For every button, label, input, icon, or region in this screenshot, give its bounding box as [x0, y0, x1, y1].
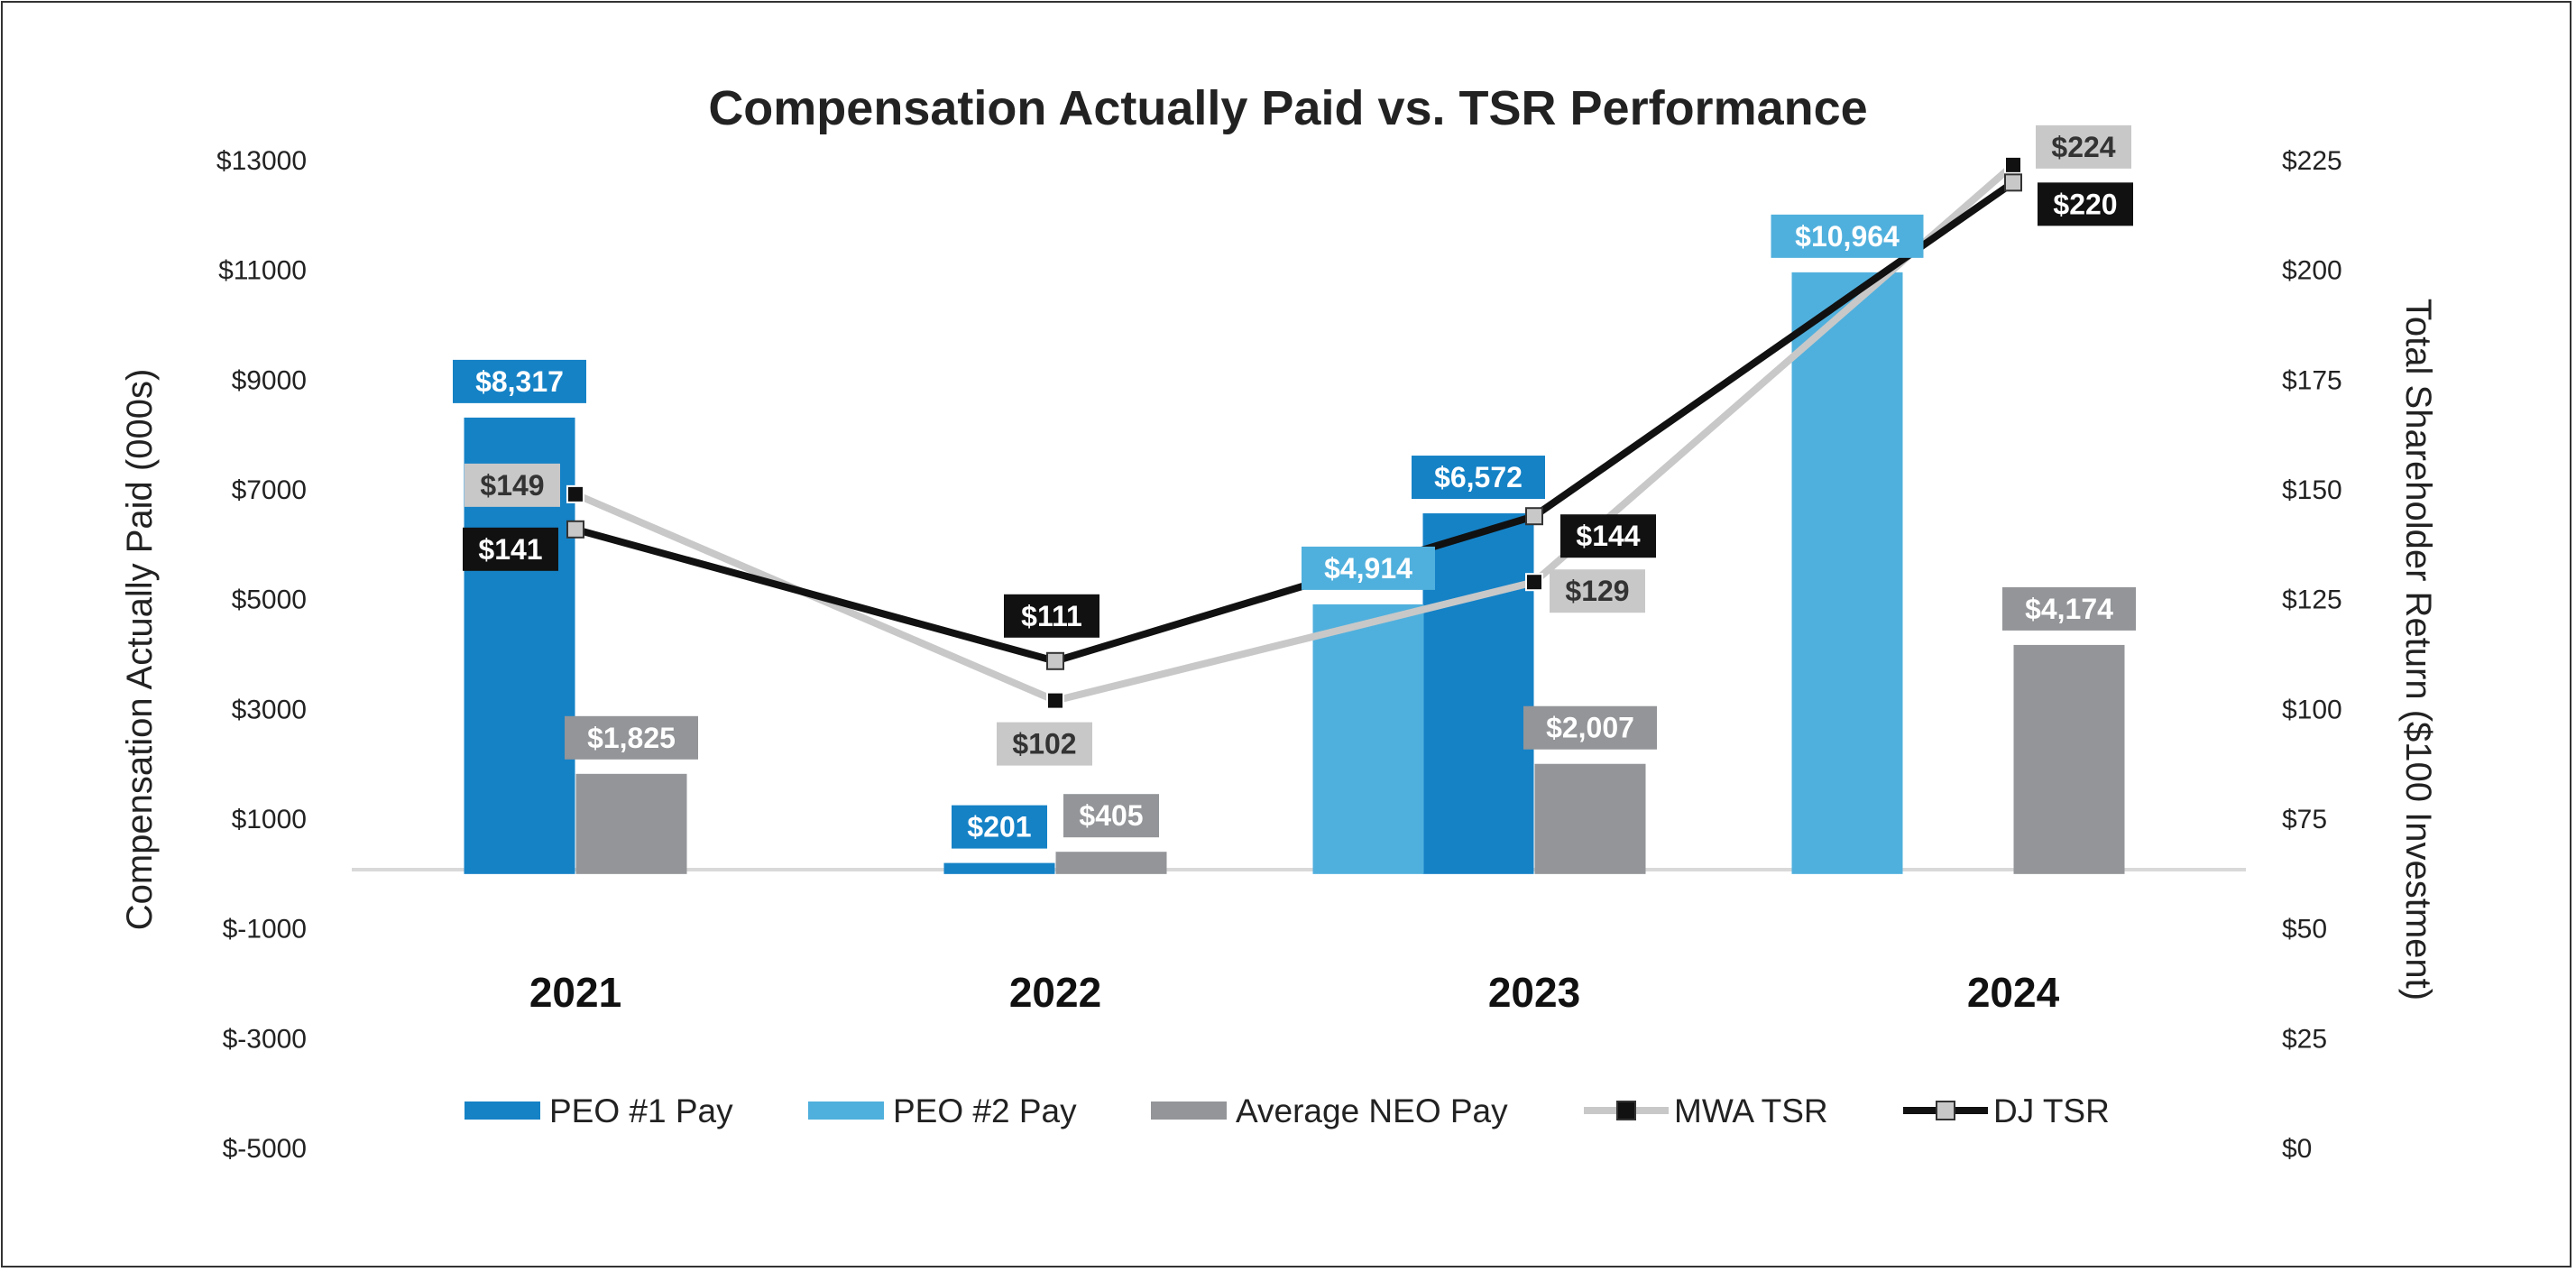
line-marker: [1525, 507, 1543, 526]
line-marker: [1046, 691, 1064, 710]
left-tick-label: $-3000: [223, 1024, 307, 1054]
legend-marker: [1616, 1101, 1636, 1120]
bar-data-label: $4,174: [2025, 593, 2113, 625]
bar-average-neo-pay-2023: [1534, 763, 1646, 874]
tsr-data-label-bg: [2038, 182, 2133, 226]
left-axis-label: Compensation Actually Paid (000s): [120, 369, 160, 931]
tsr-data-label-bg: [2036, 124, 2131, 169]
right-tick-label: $200: [2282, 256, 2342, 286]
left-tick-label: $13000: [216, 146, 307, 176]
tsr-data-label: $224: [2051, 131, 2115, 163]
left-tick-label: $7000: [232, 475, 307, 505]
bar-data-label: $201: [967, 811, 1031, 843]
tsr-data-label: $149: [480, 469, 544, 502]
line-marker: [1525, 573, 1543, 592]
legend-label: Average NEO Pay: [1236, 1092, 1508, 1129]
line-marker: [2004, 155, 2022, 174]
right-tick-label: $25: [2282, 1024, 2327, 1054]
bar-data-label-bg: [1063, 794, 1159, 838]
legend-swatch: [465, 1101, 540, 1120]
category-label: 2023: [1488, 969, 1580, 1016]
bar-peo-2-pay-2024: [1791, 272, 1903, 874]
bar-average-neo-pay-2021: [575, 773, 687, 874]
left-tick-label: $9000: [232, 365, 307, 395]
bar-data-label: $405: [1079, 799, 1143, 832]
tsr-data-label: $141: [478, 533, 542, 566]
legend-marker: [1936, 1101, 1955, 1120]
right-axis-label: Total Shareholder Return ($100 Investmen…: [2398, 299, 2438, 1000]
legend-label: MWA TSR: [1674, 1092, 1828, 1129]
legend-label: PEO #2 Pay: [893, 1092, 1077, 1129]
tsr-data-label: $111: [1021, 600, 1082, 632]
left-tick-label: $11000: [218, 256, 307, 286]
right-tick-label: $150: [2282, 475, 2342, 505]
line-marker: [566, 520, 584, 539]
right-tick-label: $225: [2282, 146, 2342, 176]
legend-swatch: [808, 1101, 884, 1120]
left-tick-label: $5000: [232, 585, 307, 615]
tsr-data-label-bg: [1550, 569, 1645, 613]
left-tick-label: $-1000: [223, 915, 307, 945]
bar-peo-1-pay-2023: [1422, 513, 1534, 874]
right-tick-label: $125: [2282, 585, 2342, 615]
bar-average-neo-pay-2022: [1055, 852, 1167, 874]
bar-data-label-bg: [1412, 456, 1545, 500]
category-label: 2022: [1009, 969, 1101, 1016]
tsr-data-label: $129: [1565, 575, 1629, 607]
bar-data-label: $2,007: [1546, 712, 1634, 744]
bar-data-label: $10,964: [1795, 220, 1900, 253]
category-label: 2021: [529, 969, 621, 1016]
left-tick-label: $1000: [232, 805, 307, 834]
tsr-data-label-bg: [1560, 514, 1656, 558]
bar-data-label: $6,572: [1434, 461, 1523, 493]
bar-data-label-bg: [952, 805, 1047, 849]
right-tick-label: $0: [2282, 1134, 2312, 1164]
tsr-data-label-bg: [463, 527, 558, 571]
tsr-data-label-bg: [997, 722, 1092, 766]
left-tick-label: $3000: [232, 695, 307, 724]
tsr-data-label-bg: [465, 463, 560, 507]
tsr-data-label-bg: [1004, 594, 1099, 638]
legend: PEO #1 Pay PEO #2 Pay Average NEO Pay MWA T…: [465, 1092, 2110, 1129]
legend-label: DJ TSR: [1993, 1092, 2110, 1129]
bar-data-label-bg: [2002, 586, 2136, 631]
category-label: 2024: [1967, 969, 2060, 1016]
chart-title: Compensation Actually Paid vs. TSR Perfo…: [708, 81, 1867, 135]
bar-data-label-bg: [1771, 214, 1924, 258]
left-tick-label: $-5000: [223, 1134, 307, 1164]
right-tick-label: $75: [2282, 805, 2327, 834]
bar-data-label-bg: [453, 359, 586, 403]
tsr-data-label: $220: [2053, 188, 2117, 220]
bar-data-label: $1,825: [587, 722, 676, 754]
line-dj-tsr: [574, 180, 2016, 665]
line-marker: [1046, 651, 1064, 670]
right-tick-label: $50: [2282, 915, 2327, 945]
bar-data-label: $4,914: [1324, 552, 1412, 585]
bar-data-label-bg: [1523, 705, 1657, 750]
right-tick-label: $175: [2282, 365, 2342, 395]
bar-peo-2-pay-2023: [1312, 604, 1424, 874]
line-marker: [2004, 173, 2022, 192]
tsr-data-label: $102: [1012, 728, 1076, 760]
line-marker: [566, 484, 584, 503]
bar-peo-1-pay-2022: [943, 862, 1055, 874]
bar-data-label-bg: [565, 715, 698, 760]
right-tick-label: $100: [2282, 695, 2342, 724]
legend-label: PEO #1 Pay: [549, 1092, 733, 1129]
bar-data-label: $8,317: [475, 365, 564, 398]
legend-swatch: [1151, 1101, 1227, 1120]
tsr-data-label: $144: [1576, 520, 1640, 552]
bar-average-neo-pay-2024: [2013, 644, 2125, 874]
bar-data-label-bg: [1302, 546, 1435, 590]
